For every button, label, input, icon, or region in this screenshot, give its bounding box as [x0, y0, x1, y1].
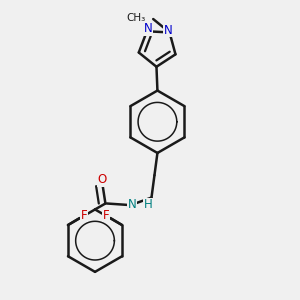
Text: F: F	[103, 209, 110, 222]
Text: CH₃: CH₃	[127, 13, 146, 22]
Text: N: N	[144, 22, 153, 35]
Text: H: H	[144, 199, 153, 212]
Text: O: O	[98, 173, 107, 186]
Text: N: N	[164, 23, 172, 37]
Text: F: F	[80, 209, 87, 222]
Text: N: N	[128, 199, 136, 212]
